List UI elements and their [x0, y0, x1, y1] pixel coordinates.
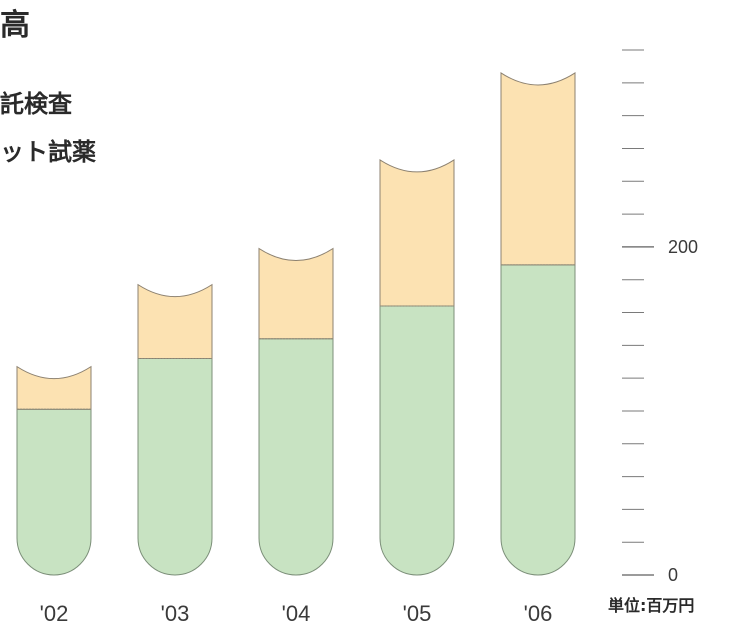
y-tick-label: 200 [668, 237, 698, 257]
bar-segment-upper-2 [258, 247, 334, 340]
bar-segment-lower-0 [16, 408, 92, 576]
x-axis-labels: '02 '03 '04 '05 '06 [40, 601, 553, 626]
bar-segment-lower-4 [500, 264, 576, 576]
x-tick-label: '02 [40, 601, 69, 626]
bar-segment-upper-0 [16, 365, 92, 410]
x-tick-label: '03 [161, 601, 190, 626]
bar-segment-upper-4 [500, 72, 576, 266]
bars-group [16, 72, 576, 576]
legend-item-2: ット試薬 [0, 138, 96, 166]
chart-title-fragment: 高 [0, 8, 30, 43]
unit-label: 単位:百万円 [608, 596, 695, 615]
x-tick-label: '06 [524, 601, 553, 626]
bar-segment-upper-1 [137, 283, 213, 359]
x-tick-label: '04 [282, 601, 311, 626]
y-tick-label: 0 [668, 565, 678, 585]
bar-segment-lower-2 [258, 338, 334, 576]
bar-segment-lower-1 [137, 357, 213, 576]
bar-segment-lower-3 [379, 305, 455, 576]
bar-segment-upper-3 [379, 159, 455, 307]
legend-item-1: 託検査 [0, 90, 72, 118]
x-tick-label: '05 [403, 601, 432, 626]
y-axis-group: 0 200 [622, 49, 698, 585]
